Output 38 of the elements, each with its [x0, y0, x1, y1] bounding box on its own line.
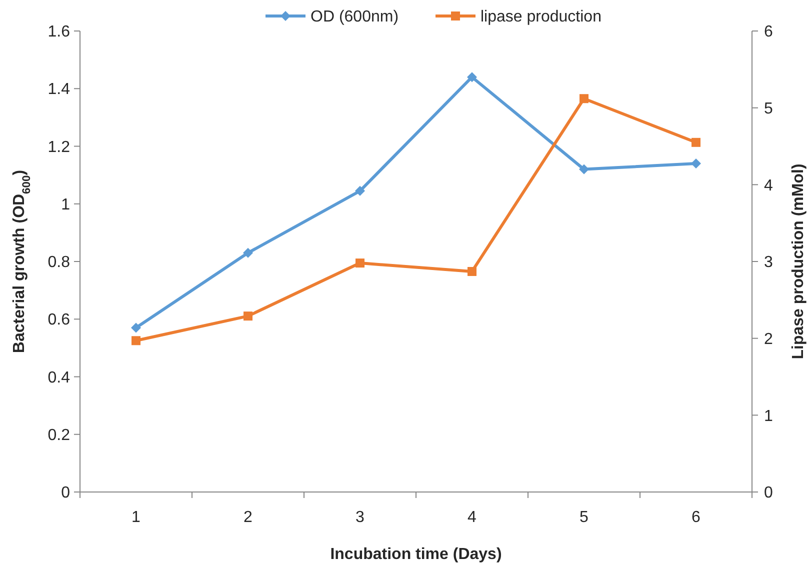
- point: [243, 248, 253, 258]
- y-tick-label: 1: [61, 196, 70, 214]
- y2-tick-label: 6: [764, 24, 773, 41]
- y2-axis-title: Lipase production (mMol): [790, 164, 807, 360]
- y-tick-label: 0.6: [48, 312, 70, 329]
- point: [132, 336, 140, 346]
- point: [579, 164, 589, 174]
- x-tick-label: 1: [132, 509, 141, 526]
- y2-tick-label: 3: [764, 254, 773, 272]
- y-tick-label: 0.2: [48, 426, 70, 444]
- y2-tick-label: 2: [764, 330, 773, 348]
- point: [691, 158, 701, 169]
- y2-tick-label: 5: [764, 100, 773, 118]
- x-axis-title: Incubation time (Days): [330, 546, 502, 563]
- y-tick-label: 0.8: [48, 254, 70, 272]
- x-tick-label: 2: [244, 509, 253, 526]
- y-tick-label: 0.4: [48, 369, 70, 386]
- x-tick-label: 6: [692, 509, 701, 526]
- y2-tick-label: 0: [764, 484, 773, 502]
- point: [355, 186, 365, 196]
- point: [131, 322, 141, 333]
- y-tick-label: 1.6: [48, 24, 70, 41]
- y-tick-label: 0: [61, 484, 70, 502]
- x-tick-label: 5: [580, 509, 589, 526]
- y-tick-label: 1.2: [48, 138, 70, 156]
- y2-tick-label: 4: [764, 177, 773, 194]
- point: [580, 94, 588, 104]
- y-tick-label: 1.4: [48, 81, 70, 98]
- point: [467, 72, 477, 82]
- point: [356, 258, 364, 268]
- point: [692, 138, 700, 147]
- x-tick-label: 4: [468, 509, 477, 526]
- y2-tick-label: 1: [764, 408, 773, 425]
- x-tick-label: 3: [356, 509, 365, 526]
- legend-label: OD (600nm): [310, 8, 399, 26]
- legend-label: lipase production: [480, 8, 602, 26]
- point: [468, 266, 476, 276]
- point: [244, 312, 252, 321]
